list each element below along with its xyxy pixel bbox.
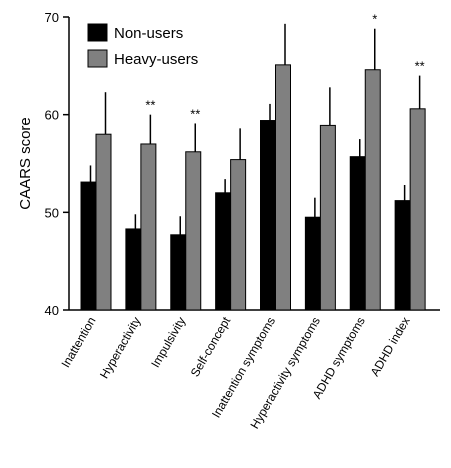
- bar-heavy-users: [409, 108, 426, 311]
- legend-swatch-heavy-users: [87, 49, 108, 68]
- legend-label: Non-users: [114, 25, 183, 42]
- x-tick-label: Hyperactivity: [97, 315, 143, 381]
- bar-heavy-users: [275, 64, 291, 311]
- bar-non-users: [394, 200, 411, 311]
- y-tick-label: 50: [45, 205, 59, 220]
- bar-non-users: [125, 228, 142, 311]
- legend-swatch-non-users: [87, 23, 108, 42]
- significance-label: **: [145, 98, 155, 113]
- y-tick-label: 60: [45, 108, 59, 123]
- significance-label: **: [415, 59, 425, 74]
- bar-non-users: [80, 181, 97, 311]
- bar-non-users: [260, 120, 276, 311]
- bar-non-users: [349, 156, 366, 311]
- bar-heavy-users: [319, 124, 336, 311]
- bar-non-users: [170, 234, 187, 311]
- bar-heavy-users: [230, 159, 247, 311]
- bar-non-users: [304, 216, 321, 311]
- significance-label: **: [190, 106, 200, 121]
- bar-heavy-users: [185, 151, 202, 311]
- bar-heavy-users: [95, 133, 112, 311]
- y-axis-title: CAARS score: [17, 117, 34, 210]
- y-tick-label: 70: [45, 10, 59, 25]
- x-tick-label: ADHD index: [368, 315, 413, 379]
- significance-label: *: [372, 12, 377, 27]
- x-tick-label: Inattention: [58, 315, 98, 371]
- bar-heavy-users: [140, 143, 157, 311]
- legend-label: Heavy-users: [114, 51, 198, 68]
- bar-non-users: [215, 192, 232, 311]
- x-tick-label: Impulsivity: [148, 315, 188, 371]
- x-tick-label: Self-concept: [188, 314, 234, 379]
- bar-heavy-users: [364, 69, 381, 311]
- y-tick-label: 40: [45, 303, 59, 318]
